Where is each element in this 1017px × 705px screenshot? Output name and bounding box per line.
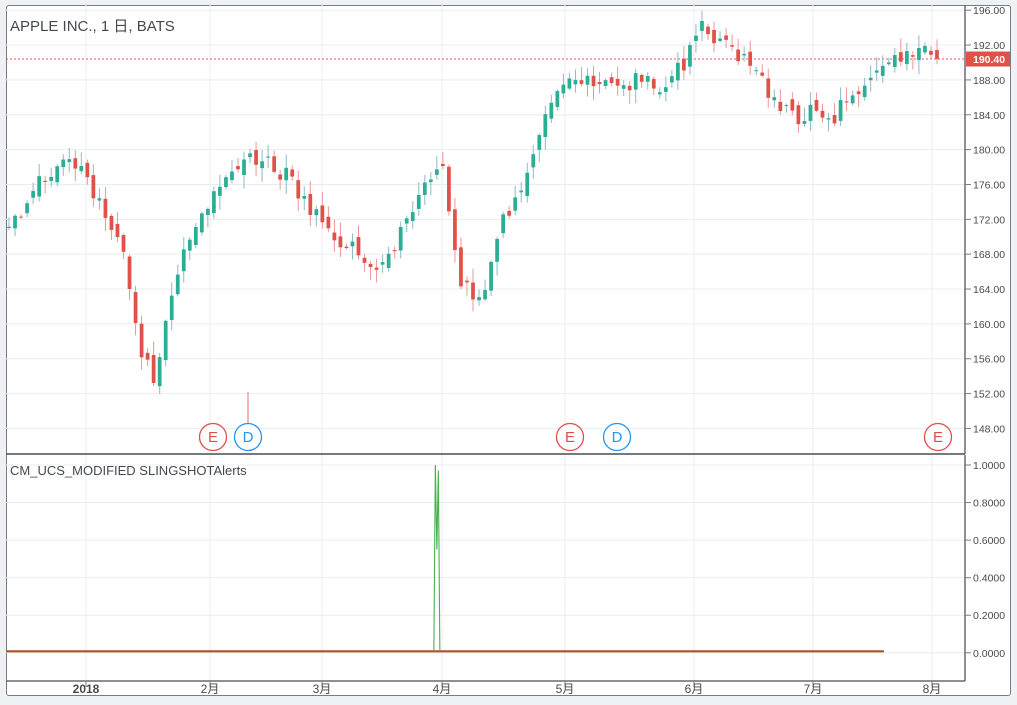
svg-text:E: E [565,429,575,446]
svg-text:180.00: 180.00 [973,145,1005,157]
svg-text:196.00: 196.00 [973,5,1005,17]
svg-text:D: D [243,429,254,446]
svg-text:1.0000: 1.0000 [973,460,1005,472]
svg-text:8月: 8月 [923,682,942,696]
svg-text:190.40: 190.40 [973,54,1005,66]
svg-text:156.00: 156.00 [973,354,1005,366]
svg-text:192.00: 192.00 [973,40,1005,52]
svg-text:2月: 2月 [201,682,220,696]
svg-text:188.00: 188.00 [973,75,1005,87]
svg-text:172.00: 172.00 [973,214,1005,226]
svg-text:160.00: 160.00 [973,319,1005,331]
svg-text:168.00: 168.00 [973,249,1005,261]
svg-text:3月: 3月 [313,682,332,696]
svg-text:0.0000: 0.0000 [973,648,1005,660]
svg-text:E: E [933,429,943,446]
svg-text:6月: 6月 [685,682,704,696]
svg-text:148.00: 148.00 [973,423,1005,435]
svg-text:D: D [612,429,623,446]
svg-text:7月: 7月 [804,682,823,696]
svg-text:176.00: 176.00 [973,179,1005,191]
svg-text:5月: 5月 [556,682,575,696]
svg-text:4月: 4月 [433,682,452,696]
svg-text:164.00: 164.00 [973,284,1005,296]
svg-text:E: E [208,429,218,446]
svg-text:0.4000: 0.4000 [973,573,1005,585]
svg-text:152.00: 152.00 [973,389,1005,401]
svg-text:0.2000: 0.2000 [973,610,1005,622]
svg-text:184.00: 184.00 [973,110,1005,122]
svg-text:2018: 2018 [73,682,100,696]
svg-text:0.6000: 0.6000 [973,535,1005,547]
svg-text:0.8000: 0.8000 [973,498,1005,510]
